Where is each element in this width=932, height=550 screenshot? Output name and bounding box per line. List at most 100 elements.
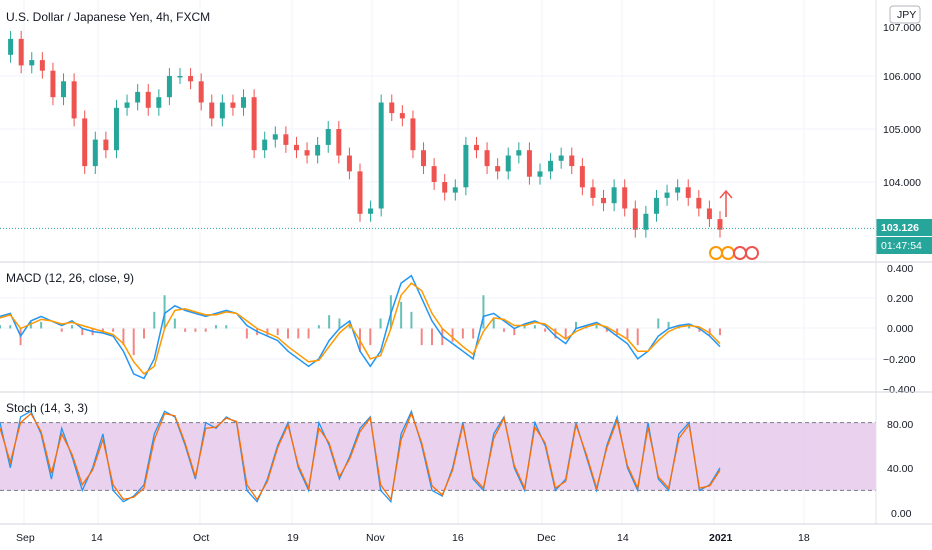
price-tick: 106.000: [883, 71, 921, 83]
event-markers[interactable]: [709, 246, 759, 260]
candle-body: [241, 97, 247, 108]
macd-line: [0, 274, 721, 380]
price-tick: 104.000: [883, 177, 921, 189]
candle-body: [548, 160, 554, 172]
candle-body: [685, 187, 691, 198]
candle-body: [29, 60, 35, 66]
candle-body: [717, 219, 723, 230]
stoch-band: [0, 422, 876, 491]
candle-body: [622, 187, 628, 209]
time-label: 14: [617, 532, 629, 544]
candle-body: [442, 182, 448, 193]
stoch-tick: 0.00: [891, 508, 912, 520]
candle-body: [516, 150, 522, 156]
candle-body: [452, 187, 458, 193]
candle-body: [82, 118, 88, 167]
candle-body: [653, 197, 659, 214]
macd-tick: −0.400: [883, 384, 916, 396]
candle-body: [368, 208, 374, 214]
time-label: Dec: [537, 532, 556, 544]
time-label: 19: [287, 532, 299, 544]
candle-body: [346, 155, 352, 172]
candle-body: [304, 150, 310, 156]
candle-body: [611, 187, 617, 204]
candle-body: [664, 192, 670, 198]
candle-body: [61, 81, 67, 98]
candle-body: [188, 76, 194, 82]
time-label: 14: [91, 532, 103, 544]
event-marker[interactable]: [733, 246, 747, 260]
macd-pane[interactable]: [0, 274, 721, 380]
candle-body: [696, 197, 702, 209]
time-label: 18: [798, 532, 810, 544]
macd-tick: 0.400: [887, 263, 913, 275]
candle-body: [219, 102, 225, 119]
candle-body: [39, 60, 45, 71]
candle-body: [389, 102, 395, 114]
candle-body: [325, 129, 331, 145]
stoch-d-line: [0, 411, 721, 502]
candle-body: [410, 118, 416, 151]
candle-body: [230, 102, 236, 108]
candle-body: [166, 76, 172, 98]
candle-body: [18, 38, 24, 66]
candle-body: [8, 38, 14, 55]
candle-body: [495, 166, 501, 172]
time-label-year: 2021: [709, 532, 733, 544]
stoch-axis[interactable]: 80.00 40.00 0.00: [887, 419, 913, 520]
candle-body: [484, 150, 490, 167]
candle-body: [50, 70, 56, 98]
candle-body: [336, 129, 342, 156]
candle-body: [378, 102, 384, 209]
countdown-value: 01:47:54: [881, 240, 922, 252]
last-price-value: 103.126: [881, 222, 919, 234]
candle-body: [135, 91, 141, 103]
candle-body: [526, 150, 532, 177]
candle-body: [315, 144, 321, 156]
time-label: Nov: [366, 532, 385, 544]
candle-body: [198, 81, 204, 103]
event-marker[interactable]: [745, 246, 759, 260]
event-marker[interactable]: [709, 246, 723, 260]
stoch-tick: 40.00: [887, 463, 913, 475]
candle-body: [293, 144, 299, 151]
time-label: 16: [452, 532, 464, 544]
candle-body: [71, 81, 77, 119]
candle-body: [357, 171, 363, 214]
candle-body: [643, 213, 649, 230]
symbol-title: U.S. Dollar / Japanese Yen, 4h, FXCM: [6, 10, 210, 24]
candle-body: [431, 166, 437, 182]
stoch-pane[interactable]: [0, 409, 876, 504]
time-label: Oct: [193, 532, 209, 544]
price-pane[interactable]: [0, 30, 876, 238]
price-axis[interactable]: 107.000 106.000 105.000 104.000: [883, 22, 921, 189]
candle-body: [124, 102, 130, 108]
candle-body: [103, 139, 109, 151]
macd-axis[interactable]: 0.400 0.200 0.000 −0.200 −0.400: [883, 263, 916, 396]
candle-body: [675, 187, 681, 193]
candle-body: [579, 166, 585, 188]
candle-body: [601, 197, 607, 204]
candle-body: [156, 97, 162, 108]
candle-body: [473, 144, 479, 151]
price-tick: 105.000: [883, 124, 921, 136]
stoch-tick: 80.00: [887, 419, 913, 431]
candle-body: [283, 134, 289, 145]
event-marker[interactable]: [721, 246, 735, 260]
candle-body: [399, 113, 405, 119]
candle-body: [569, 155, 575, 167]
candle-body: [421, 150, 427, 167]
candle-body: [177, 76, 183, 78]
candle-body: [113, 107, 119, 151]
candle-body: [209, 102, 215, 119]
candle-body: [272, 134, 278, 140]
time-axis[interactable]: Sep 14 Oct 19 Nov 16 Dec 14 2021 18: [16, 532, 810, 544]
candle-body: [537, 171, 543, 177]
macd-title: MACD (12, 26, close, 9): [6, 271, 134, 285]
candle-body: [145, 91, 151, 108]
candle-body: [92, 139, 98, 167]
currency-badge[interactable]: JPY: [889, 5, 921, 24]
time-label: Sep: [16, 532, 35, 544]
last-price-label: 103.126 01:47:54: [876, 219, 932, 254]
